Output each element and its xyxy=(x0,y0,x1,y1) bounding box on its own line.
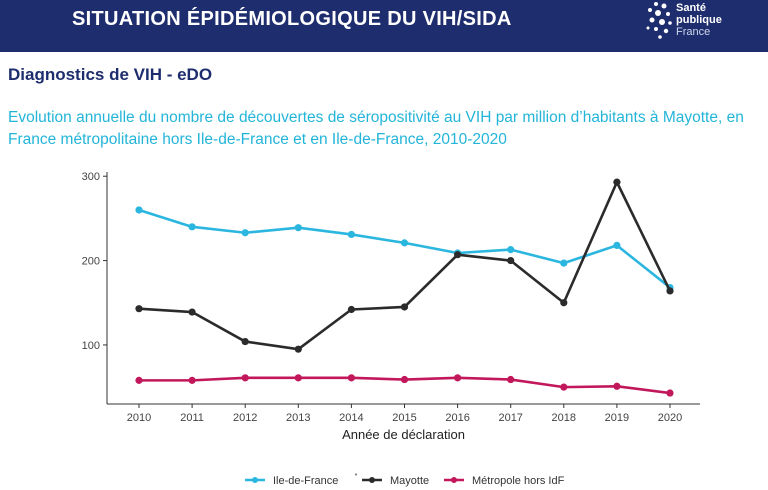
sante-publique-france-logo: Santé publique France xyxy=(642,0,762,44)
chart-description: Evolution annuelle du nombre de découver… xyxy=(8,109,744,148)
series-2-point xyxy=(294,374,302,382)
x-tick-label: 2010 xyxy=(127,412,151,424)
series-1-point xyxy=(613,178,621,186)
series-1-point xyxy=(188,308,196,316)
series-1-point xyxy=(454,251,462,259)
x-tick-label: 2019 xyxy=(605,412,629,424)
series-0-point xyxy=(294,224,302,232)
x-tick-label: 2016 xyxy=(445,412,469,424)
section-subtitle: Diagnostics de VIH - eDO xyxy=(8,65,213,84)
series-1-point xyxy=(347,305,355,314)
slide-title: SITUATION ÉPIDÉMIOLOGIQUE DU VIH/SIDA xyxy=(72,8,512,30)
legend-label: Métropole hors IdF xyxy=(472,475,565,487)
y-tick-label: 100 xyxy=(82,340,100,352)
series-0-point xyxy=(613,241,621,249)
series-line-1 xyxy=(138,180,672,351)
series-2-point xyxy=(454,374,462,382)
series-2-point xyxy=(347,374,355,382)
logo-text-line-2: publique xyxy=(676,14,722,26)
x-tick-label: 2020 xyxy=(658,412,682,424)
x-tick-label: 2012 xyxy=(233,412,257,424)
series-0-point xyxy=(347,230,355,239)
series-2-point xyxy=(613,382,621,390)
x-tick-label: 2014 xyxy=(339,412,363,424)
series-1-point xyxy=(241,337,249,346)
series-1-point xyxy=(560,299,568,307)
series-0-point xyxy=(188,223,196,231)
series-0-point xyxy=(400,239,409,247)
x-tick-label: 2013 xyxy=(286,412,310,424)
series-2-point xyxy=(666,389,674,397)
logo-dots-icon xyxy=(646,2,672,39)
legend-label: Ile-de-France xyxy=(273,475,338,487)
series-0-point xyxy=(507,246,515,254)
logo-text-line-1: Santé xyxy=(676,2,706,14)
x-tick-label: 2017 xyxy=(498,412,522,424)
y-tick-label: 300 xyxy=(82,171,100,183)
legend-swatch-point xyxy=(451,477,457,483)
series-2-point xyxy=(241,374,249,382)
series-1-point xyxy=(666,287,674,295)
line-chart: 100 200 300 2010 2011 2012 2013 2014 2015 2016 201… xyxy=(82,171,700,442)
series-2-point xyxy=(560,383,568,391)
chart-legend: Ile-de-France * Mayotte Métropole hors IdF xyxy=(245,473,565,487)
slide-header: SITUATION ÉPIDÉMIOLOGIQUE DU VIH/SIDA Sa… xyxy=(0,0,768,52)
series-1-point xyxy=(294,345,302,353)
x-tick-label: 2011 xyxy=(180,412,204,424)
series-0-point xyxy=(560,259,568,267)
legend-swatch-point xyxy=(369,477,375,483)
legend-label: Mayotte xyxy=(390,475,429,487)
legend-label-suffix: * xyxy=(355,473,358,480)
logo-text-line-3: France xyxy=(676,26,711,38)
series-line-0 xyxy=(138,208,671,289)
series-1-point xyxy=(507,256,515,265)
series-2-point xyxy=(400,375,409,384)
series-2-point xyxy=(135,376,143,384)
series-1-point xyxy=(135,305,143,313)
y-tick-label: 200 xyxy=(82,256,100,268)
series-2-point xyxy=(507,375,515,384)
series-0-point xyxy=(135,206,143,214)
x-tick-label: 2018 xyxy=(552,412,576,424)
x-axis-label: Année de déclaration xyxy=(342,427,465,442)
series-1-point xyxy=(400,303,409,311)
legend-swatch-point xyxy=(252,477,258,483)
series-0-point xyxy=(241,229,249,237)
series-2-point xyxy=(188,376,196,384)
x-tick-label: 2015 xyxy=(392,412,416,424)
